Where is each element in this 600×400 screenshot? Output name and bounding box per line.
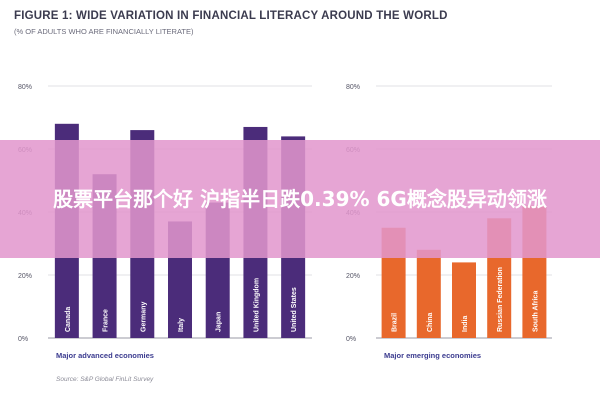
bar-category-label: South Africa: [532, 291, 539, 332]
panel-label: Major emerging economies: [384, 351, 481, 360]
bar-category-label: Italy: [178, 318, 185, 332]
bar-category-label: China: [427, 312, 434, 332]
bar-category-label: Brazil: [392, 313, 399, 332]
bar-category-label: United Kingdom: [253, 278, 260, 332]
bar-category-label: Germany: [140, 302, 147, 332]
headline-text: 股票平台那个好 沪指半日跌0.39% 6G概念股异动领涨: [53, 186, 547, 211]
bar: [416, 249, 441, 338]
bar-category-label: Japan: [216, 312, 223, 332]
bar-category-label: Russian Federation: [497, 267, 504, 332]
headline-banner: 股票平台那个好 沪指半日跌0.39% 6G概念股异动领涨: [0, 140, 600, 258]
bar-category-label: France: [103, 309, 110, 332]
y-tick-label: 20%: [18, 273, 32, 280]
y-tick-label: 80%: [346, 84, 360, 91]
y-tick-label: 80%: [18, 84, 32, 91]
y-tick-label: 0%: [346, 336, 356, 343]
chart-title: FIGURE 1: WIDE VARIATION IN FINANCIAL LI…: [14, 10, 448, 22]
panel-label: Major advanced economies: [56, 351, 154, 360]
source-note: Source: S&P Global FinLit Survey: [56, 376, 154, 383]
bar: [452, 262, 476, 338]
bar-category-label: Canada: [65, 307, 72, 332]
y-tick-label: 0%: [18, 336, 28, 343]
bar-category-label: United States: [291, 287, 298, 332]
chart-subtitle: (% OF ADULTS WHO ARE FINANCIALLY LITERAT…: [14, 27, 194, 36]
bar-category-label: India: [462, 316, 469, 332]
y-tick-label: 20%: [346, 273, 360, 280]
